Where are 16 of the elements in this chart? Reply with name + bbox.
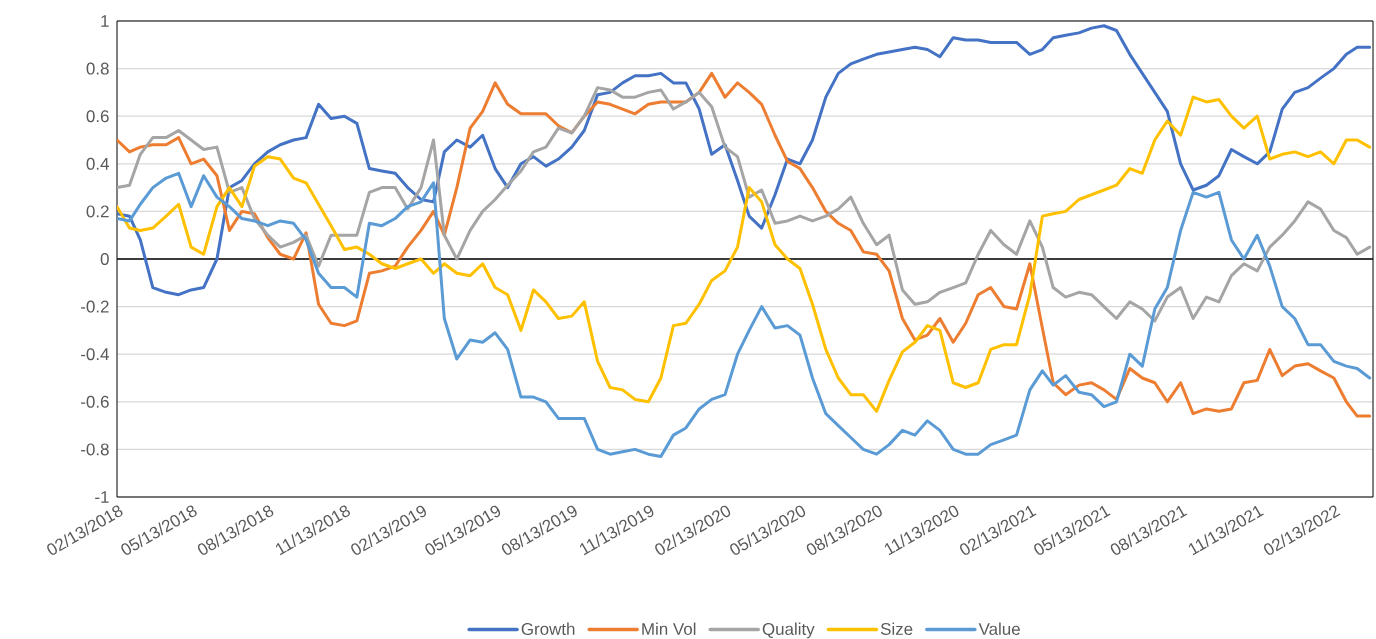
y-tick-label: 0.2 bbox=[86, 205, 109, 218]
y-tick-label: 0.6 bbox=[86, 110, 109, 123]
legend-label: Quality bbox=[762, 622, 815, 639]
y-tick-label: -0.4 bbox=[81, 348, 109, 361]
y-tick-label: 1 bbox=[101, 15, 109, 27]
legend-label: Size bbox=[880, 622, 913, 636]
y-tick-label: 0 bbox=[100, 253, 109, 265]
y-tick-label: 0.8 bbox=[86, 62, 109, 75]
y-tick-label: -0.6 bbox=[81, 395, 109, 408]
legend-label: Value bbox=[978, 622, 1020, 636]
y-tick-label: -0.2 bbox=[81, 300, 109, 313]
legend-label: Min Vol bbox=[642, 622, 696, 636]
y-tick-label: -0.8 bbox=[81, 443, 109, 456]
y-tick-label: 0.4 bbox=[86, 157, 109, 170]
legend-label: Growth bbox=[521, 622, 575, 636]
y-tick-label: -1 bbox=[95, 491, 109, 503]
